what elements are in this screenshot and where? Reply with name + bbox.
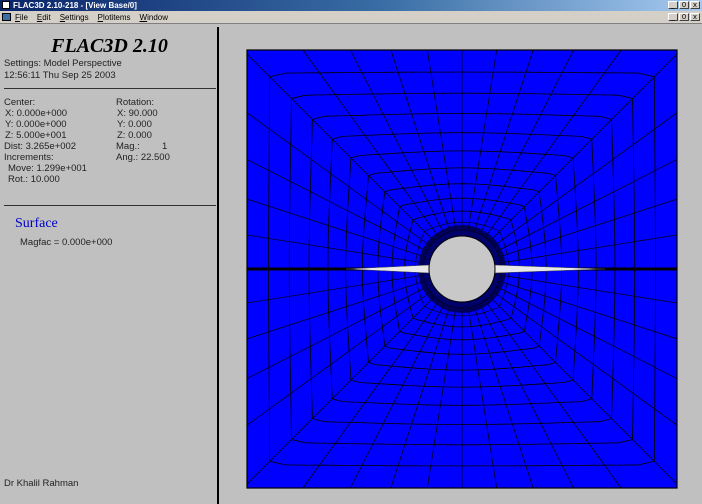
timestamp-text: 12:56:11 Thu Sep 25 2003 (4, 70, 116, 81)
magfac-text: Magfac = 0.000e+000 (20, 237, 113, 248)
settings-text: Settings: Model Perspective (4, 58, 122, 69)
wellbore-hole (428, 235, 496, 303)
mesh-spoke (494, 273, 678, 304)
mesh-spoke (246, 273, 430, 304)
minimize-button[interactable]: _ (668, 1, 678, 9)
close-button[interactable]: x (690, 1, 700, 9)
mag-value: 1 (162, 141, 168, 152)
maximize-button[interactable]: 0 (679, 1, 689, 9)
center-label: Center: (4, 97, 36, 108)
rotation-z: Z: 0.000 (117, 130, 152, 141)
mesh-spoke (426, 301, 458, 489)
mesh-spoke (350, 49, 448, 240)
menu-settings[interactable]: Settings (59, 13, 89, 22)
child-window-controls: _ 0 x (668, 13, 700, 21)
model-view[interactable] (221, 27, 702, 504)
mesh-spoke (476, 298, 574, 489)
app-heading: FLAC3D 2.10 (51, 35, 168, 57)
app-icon (2, 1, 10, 9)
child-minimize-button[interactable]: _ (668, 13, 678, 21)
mesh-plot[interactable] (221, 27, 702, 504)
rotation-y: Y: 0.000 (117, 119, 152, 130)
increments-label: Increments: (4, 152, 54, 163)
ang-text: Ang.: 22.500 (116, 152, 170, 163)
window-controls: _ 0 x (668, 1, 700, 9)
mesh-spoke (466, 301, 498, 489)
document-icon[interactable] (2, 13, 11, 21)
mesh-spoke (246, 288, 436, 426)
mesh-spoke (493, 198, 678, 260)
surface-heading: Surface (15, 216, 58, 231)
mesh-spoke (493, 278, 678, 340)
mesh-spoke (491, 283, 678, 379)
mesh-spoke (471, 300, 534, 489)
mesh-spoke (246, 283, 433, 379)
window-title: FLAC3D 2.10-218 - [View Base/0] (13, 1, 137, 10)
mesh-spoke (494, 234, 678, 265)
mesh-spoke (485, 53, 678, 246)
menu-window[interactable]: Window (139, 13, 168, 22)
divider (4, 205, 216, 206)
mesh-spoke (350, 298, 448, 489)
mesh-spoke (302, 295, 443, 489)
divider (4, 88, 216, 89)
info-panel: FLAC3D 2.10 Settings: Model Perspective … (0, 27, 219, 504)
center-z: Z: 5.000e+001 (5, 130, 67, 141)
move-text: Move: 1.299e+001 (8, 163, 87, 174)
mesh-spoke (246, 234, 430, 265)
mesh-spoke (246, 198, 431, 260)
mesh-spoke (246, 278, 431, 340)
mesh-spoke (246, 292, 439, 485)
mesh-spoke (488, 288, 678, 426)
mesh-spoke (488, 112, 678, 250)
center-y: Y: 0.000e+000 (5, 119, 67, 130)
author-text: Dr Khalil Rahman (4, 478, 79, 489)
mesh-spoke (481, 49, 622, 243)
mesh-spoke (491, 159, 678, 255)
menu-file[interactable]: File (15, 13, 28, 22)
menu-bar: File Edit Settings Plotitems Window _ 0 … (0, 11, 702, 24)
rotation-label: Rotation: (116, 97, 155, 108)
mesh-spoke (485, 292, 678, 485)
child-restore-button[interactable]: 0 (679, 13, 689, 21)
title-bar: FLAC3D 2.10-218 - [View Base/0] _ 0 x (0, 0, 702, 11)
mesh-spoke (481, 295, 622, 489)
child-close-button[interactable]: x (690, 13, 700, 21)
mesh-spoke (390, 300, 453, 489)
mesh-spoke (390, 49, 453, 238)
mesh-spoke (246, 112, 436, 250)
mesh-spoke (466, 49, 498, 237)
mesh-spoke (246, 159, 433, 255)
mesh-spoke (471, 49, 534, 238)
menu-plotitems[interactable]: Plotitems (97, 13, 131, 22)
rot-text: Rot.: 10.000 (8, 174, 60, 185)
menu-edit[interactable]: Edit (36, 13, 51, 22)
dist-text: Dist: 3.265e+002 (4, 141, 77, 152)
center-x: X: 0.000e+000 (5, 108, 68, 119)
mesh-spoke (476, 49, 574, 240)
mesh-spoke (426, 49, 458, 237)
rotation-x: X: 90.000 (117, 108, 158, 119)
mesh-spoke (246, 53, 439, 246)
mag-label: Mag.: (116, 141, 140, 152)
mesh-spoke (302, 49, 443, 243)
